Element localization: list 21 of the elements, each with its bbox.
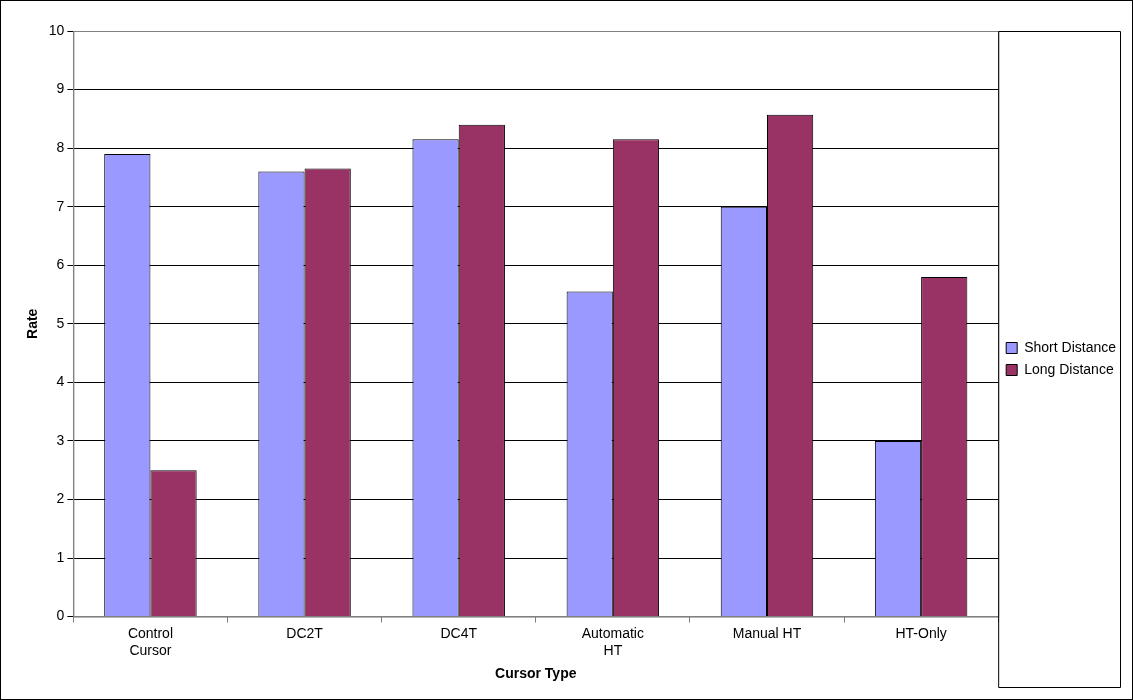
y-tick-label: 5 (56, 314, 65, 331)
y-tick-label: 6 (56, 256, 65, 273)
legend-label: Short Distance (1024, 338, 1117, 355)
y-tick-label: 9 (56, 80, 65, 97)
x-axis-title: Cursor Type (495, 665, 577, 682)
x-tick-label: DC4T (440, 624, 478, 641)
y-tick-label: 8 (56, 138, 65, 155)
legend-label: Long Distance (1024, 360, 1114, 377)
x-tick-label: Manual HT (732, 624, 802, 641)
x-tick-label: Automatic HT (581, 624, 644, 658)
y-tick-label: 1 (56, 548, 65, 565)
y-tick-label: 2 (56, 490, 65, 507)
y-axis-title: Rate (24, 308, 41, 339)
y-tick-label: 3 (56, 431, 65, 448)
y-tick-label: 4 (56, 373, 65, 390)
y-tick-label: 7 (56, 197, 65, 214)
y-tick-label: 10 (48, 21, 65, 38)
x-tick-label: DC2T (286, 624, 324, 641)
y-tick-label: 0 (56, 607, 65, 624)
x-tick-label: HT-Only (895, 624, 947, 641)
x-tick-label: Control Cursor (127, 624, 174, 658)
